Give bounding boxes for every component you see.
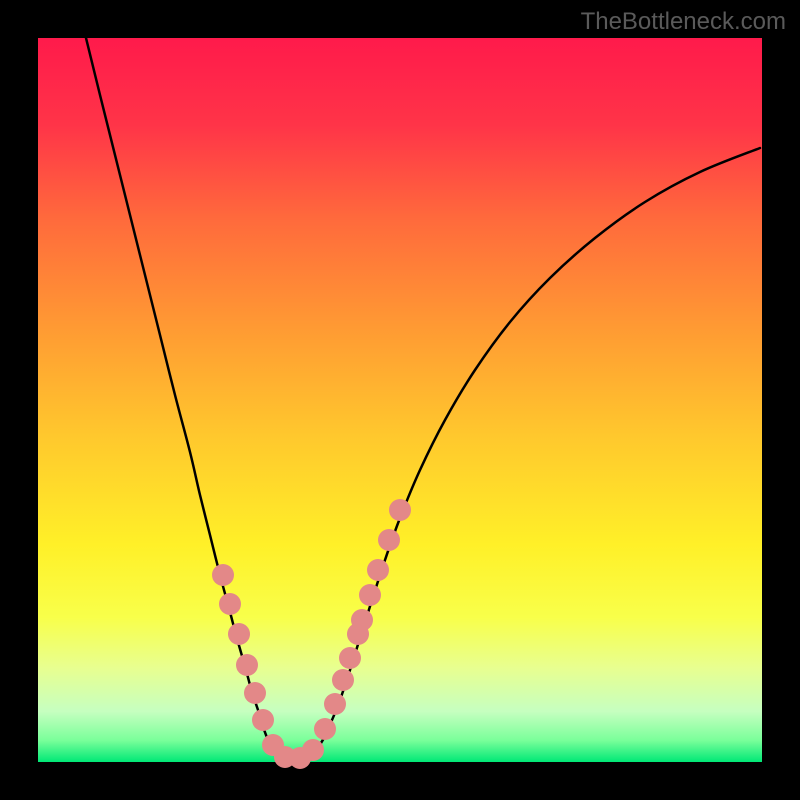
marker-bottom-2 bbox=[302, 739, 324, 761]
curve-layer bbox=[38, 38, 762, 762]
chart-container bbox=[38, 38, 762, 762]
curve-left bbox=[86, 38, 293, 762]
marker-left-2 bbox=[228, 623, 250, 645]
marker-right-5 bbox=[351, 609, 373, 631]
curve-right bbox=[293, 148, 760, 762]
watermark: TheBottleneck.com bbox=[581, 8, 786, 36]
marker-right-6 bbox=[359, 584, 381, 606]
marker-left-3 bbox=[236, 654, 258, 676]
marker-left-5 bbox=[252, 709, 274, 731]
marker-right-3 bbox=[339, 647, 361, 669]
marker-right-2 bbox=[332, 669, 354, 691]
marker-right-7 bbox=[367, 559, 389, 581]
marker-right-1 bbox=[324, 693, 346, 715]
marker-right-0 bbox=[314, 718, 336, 740]
marker-right-9 bbox=[389, 499, 411, 521]
marker-left-1 bbox=[219, 593, 241, 615]
marker-right-8 bbox=[378, 529, 400, 551]
marker-left-4 bbox=[244, 682, 266, 704]
marker-left-0 bbox=[212, 564, 234, 586]
